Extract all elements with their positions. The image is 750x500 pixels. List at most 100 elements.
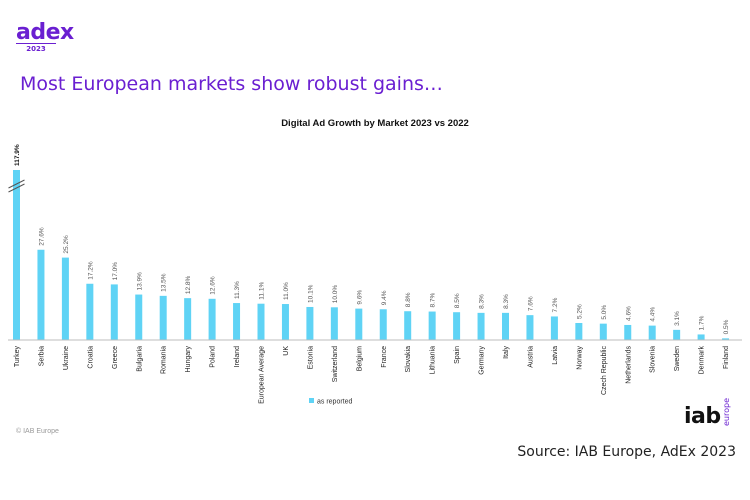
- category-label: Hungary: [185, 346, 192, 373]
- legend-label: as reported: [317, 399, 353, 406]
- data-label: 25.2%: [63, 235, 70, 254]
- category-label: Estonia: [307, 346, 314, 369]
- bar-sweden: [673, 329, 681, 340]
- chart-title: Digital Ad Growth by Market 2023 vs 2022: [281, 118, 469, 129]
- bar-latvia: [550, 316, 558, 340]
- bar-finland: [722, 338, 730, 340]
- bar-turkey: [13, 170, 20, 340]
- data-label: 8.3%: [479, 294, 486, 309]
- category-label: Lithuania: [430, 346, 437, 375]
- bar-france: [379, 309, 387, 340]
- bar-serbia: [37, 249, 45, 340]
- bar-ireland: [233, 303, 241, 340]
- bar-greece: [110, 284, 118, 340]
- data-label: 9.6%: [356, 290, 363, 305]
- category-label: Austria: [527, 346, 534, 368]
- category-label: Ireland: [234, 346, 241, 368]
- category-label: Slovenia: [650, 346, 657, 373]
- bar-croatia: [86, 283, 94, 340]
- legend: as reported: [309, 398, 353, 406]
- bar-ukraine: [61, 257, 69, 340]
- adex-logo: adex 2023: [16, 22, 74, 53]
- data-label: 11.1%: [259, 282, 266, 300]
- category-label: Poland: [210, 346, 217, 368]
- category-label: Bulgaria: [136, 346, 143, 372]
- category-label: Slovakia: [405, 346, 412, 373]
- data-label: 9.4%: [381, 290, 388, 305]
- data-label: 12.8%: [185, 275, 192, 294]
- bar-slovenia: [648, 325, 656, 340]
- bar-uk: [281, 304, 289, 340]
- data-label: 0.5%: [723, 319, 730, 334]
- data-label: 12.6%: [210, 276, 217, 295]
- data-label: 13.9%: [136, 272, 143, 291]
- data-label: 5.0%: [601, 305, 608, 320]
- category-label: Croatia: [87, 346, 94, 369]
- copyright: © IAB Europe: [16, 428, 59, 435]
- legend-swatch: [309, 398, 314, 403]
- data-label: 10.0%: [332, 285, 339, 304]
- bar-netherlands: [624, 324, 632, 340]
- category-label: Czech Republic: [601, 346, 608, 396]
- axis-break-mark: [8, 179, 25, 193]
- category-label: Switzerland: [332, 346, 339, 382]
- category-label: Norway: [576, 346, 583, 370]
- category-label: Serbia: [38, 346, 45, 366]
- bar-european-average: [257, 303, 265, 340]
- category-label: Netherlands: [625, 346, 632, 384]
- category-label: France: [381, 346, 388, 368]
- data-label: 5.2%: [576, 304, 583, 319]
- data-label: 4.4%: [650, 307, 657, 322]
- page-headline: Most European markets show robust gains…: [20, 73, 443, 95]
- category-label: Turkey: [14, 346, 21, 368]
- category-label: Sweden: [674, 346, 681, 371]
- iab-europe-logo: iab europe: [684, 398, 734, 432]
- category-label: Spain: [454, 346, 461, 364]
- data-label: 17.0%: [112, 262, 119, 281]
- bar-slovakia: [404, 311, 412, 340]
- data-label: 11.0%: [283, 282, 290, 300]
- iab-logo-text: iab: [684, 404, 721, 429]
- data-label: 117.9%: [14, 144, 21, 166]
- bar-poland: [208, 298, 216, 340]
- category-label: Ukraine: [63, 346, 70, 370]
- category-label: Latvia: [552, 346, 559, 365]
- data-label: 8.5%: [454, 293, 461, 308]
- data-label: 1.7%: [699, 315, 706, 330]
- category-label: European Average: [259, 346, 266, 404]
- data-label: 7.6%: [527, 296, 534, 311]
- bar-estonia: [306, 306, 314, 340]
- category-label: Belgium: [356, 346, 363, 371]
- bar-lithuania: [428, 311, 436, 340]
- data-label: 7.2%: [552, 297, 559, 312]
- bars-group: 117.9% Turkey 27.6% Serbia 25.2% Ukraine 17.2%…: [8, 144, 730, 404]
- category-label: Finland: [723, 346, 730, 369]
- bar-spain: [453, 312, 461, 340]
- data-label: 8.8%: [405, 292, 412, 307]
- category-label: UK: [283, 346, 290, 356]
- data-label: 27.6%: [38, 227, 45, 246]
- europe-logo-text: europe: [722, 398, 731, 426]
- data-label: 10.1%: [307, 284, 314, 303]
- bar-germany: [477, 312, 485, 340]
- data-label: 4.6%: [625, 306, 632, 321]
- category-label: Denmark: [699, 346, 706, 375]
- data-label: 8.3%: [503, 294, 510, 309]
- bar-austria: [526, 315, 534, 340]
- data-label: 17.2%: [87, 261, 94, 280]
- bar-bulgaria: [135, 294, 143, 340]
- data-label: 3.1%: [674, 311, 681, 326]
- data-label: 8.7%: [430, 293, 437, 308]
- bar-switzerland: [330, 307, 338, 340]
- data-label: 11.3%: [234, 281, 241, 299]
- logo-year: 2023: [16, 43, 56, 53]
- category-label: Greece: [112, 346, 119, 369]
- category-label: Germany: [479, 346, 486, 375]
- data-label: 13.5%: [161, 273, 168, 292]
- bar-czech-republic: [599, 323, 607, 340]
- bar-romania: [159, 295, 167, 340]
- bar-denmark: [697, 334, 705, 340]
- category-label: Italy: [503, 346, 510, 359]
- logo-word: adex: [16, 20, 74, 45]
